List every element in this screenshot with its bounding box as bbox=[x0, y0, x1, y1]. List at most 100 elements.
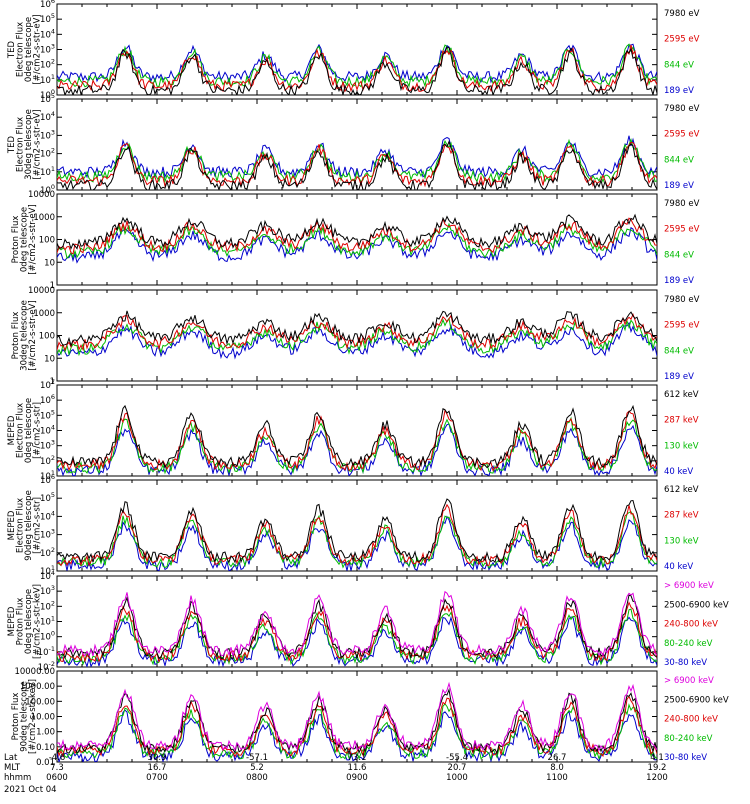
legend-entry: 130 keV bbox=[664, 536, 699, 546]
legend-entry: 2500-6900 keV bbox=[664, 695, 729, 705]
y-tick-exponent: 6 bbox=[51, 0, 55, 5]
y-tick-base: 10 bbox=[40, 61, 51, 71]
legend-entry: 844 eV bbox=[664, 155, 694, 165]
traces bbox=[57, 310, 657, 360]
y-axis-label-line: MEPED bbox=[7, 510, 17, 540]
y-tick-base: 10 bbox=[40, 411, 51, 421]
y-tick-exponent: 0 bbox=[51, 88, 55, 96]
y-tick-exponent: 3 bbox=[51, 584, 55, 592]
traces bbox=[57, 404, 657, 476]
y-tick-label: 101 bbox=[40, 615, 55, 628]
y-tick-base: 10 bbox=[40, 113, 51, 123]
series-line bbox=[57, 416, 657, 475]
y-tick-label: 106 bbox=[40, 0, 55, 10]
y-tick-label: 100 bbox=[40, 88, 55, 101]
x-tick-label-lat: -4.6 bbox=[49, 753, 66, 763]
y-tick-exponent: 5 bbox=[51, 92, 55, 100]
y-tick-label: 100.00 bbox=[25, 697, 55, 707]
legend-entry: 287 keV bbox=[664, 416, 699, 426]
y-tick-exponent: 0 bbox=[51, 183, 55, 191]
traces bbox=[57, 681, 657, 762]
y-tick-exponent: 2 bbox=[51, 58, 55, 66]
y-tick-label: 102 bbox=[40, 546, 55, 559]
y-tick-base: 10 bbox=[40, 472, 51, 482]
legend-entry: 40 keV bbox=[664, 467, 693, 477]
y-tick-base: 10 bbox=[40, 494, 51, 504]
series-line bbox=[57, 226, 657, 264]
legend-entry: 189 eV bbox=[664, 276, 694, 286]
y-tick-exponent: 6 bbox=[51, 473, 55, 481]
series-line bbox=[57, 408, 657, 472]
y-tick-label: 103 bbox=[40, 439, 55, 452]
series-line bbox=[57, 140, 657, 190]
y-tick-exponent: 2 bbox=[51, 546, 55, 554]
series-line bbox=[57, 703, 657, 761]
series-line bbox=[57, 498, 657, 564]
legend-entry: 30-80 keV bbox=[664, 753, 707, 763]
x-tick-label-hhmm: 0900 bbox=[346, 773, 368, 783]
x-tick-label-mlt: 16.7 bbox=[148, 763, 167, 773]
series-line bbox=[57, 222, 657, 260]
legend-entry: 189 eV bbox=[664, 181, 694, 191]
x-row-label: Lat bbox=[4, 753, 18, 763]
y-tick-base: 10 bbox=[40, 186, 51, 196]
series-line bbox=[57, 217, 657, 255]
x-tick-label-lat: -55.4 bbox=[446, 753, 468, 763]
y-tick-base: 10 bbox=[40, 381, 51, 391]
y-tick-base: 10 bbox=[40, 512, 51, 522]
y-axis-label-line: 0deg telescope bbox=[20, 207, 30, 272]
y-axis-label-line: [#/cm2-s-str-keV] bbox=[33, 584, 43, 659]
legend-entry: 844 eV bbox=[664, 60, 694, 70]
series-line bbox=[57, 213, 657, 251]
y-axis-label-line: [#/cm2-s-str-keV] bbox=[28, 679, 38, 754]
y-tick-base: 10 bbox=[40, 168, 51, 178]
legend-entry: 80-240 keV bbox=[664, 734, 713, 744]
y-tick-exponent: 3 bbox=[51, 128, 55, 136]
legend-entry: 189 eV bbox=[664, 86, 694, 96]
y-axis-label-line: 30deg telescope bbox=[20, 300, 30, 371]
x-row-label: hhmm bbox=[4, 773, 31, 783]
y-axis-label-line: 90deg telescope bbox=[24, 490, 34, 561]
y-tick-base: 10 bbox=[38, 648, 49, 658]
y-axis-label-line: [#/cm2-s-str-eV] bbox=[28, 204, 38, 274]
x-tick-label-mlt: 19.2 bbox=[648, 763, 667, 773]
y-axis-label-line: Electron Flux bbox=[16, 117, 26, 172]
y-tick-exponent: 5 bbox=[51, 408, 55, 416]
y-tick-label: 105 bbox=[40, 12, 55, 25]
legend-entry: 2595 eV bbox=[664, 130, 700, 140]
x-tick-label-lat: 4.1 bbox=[650, 753, 664, 763]
y-tick-base: 10 bbox=[40, 30, 51, 40]
y-axis-label-line: Electron Flux bbox=[16, 403, 26, 458]
y-axis-label-line: 90deg telescope bbox=[20, 681, 30, 752]
legend-entry: > 6900 keV bbox=[664, 676, 714, 686]
series-line bbox=[57, 44, 657, 93]
y-tick-label: 10000 bbox=[28, 190, 55, 200]
series-line bbox=[57, 137, 657, 184]
y-tick-base: 10 bbox=[40, 46, 51, 56]
y-tick-label: 105 bbox=[40, 92, 55, 105]
y-tick-label: 100 bbox=[40, 183, 55, 196]
y-tick-label: 100 bbox=[40, 630, 55, 643]
series-line bbox=[57, 46, 657, 95]
x-tick-label-hhmm: 1000 bbox=[446, 773, 468, 783]
y-axis-label-line: TED bbox=[7, 40, 17, 59]
traces bbox=[57, 213, 657, 264]
y-tick-label: 0.01 bbox=[36, 758, 55, 768]
y-tick-label: 103 bbox=[40, 584, 55, 597]
y-tick-exponent: 1 bbox=[51, 165, 55, 173]
legend-entry: 287 keV bbox=[664, 511, 699, 521]
series-line bbox=[57, 681, 657, 753]
y-tick-exponent: 4 bbox=[51, 569, 55, 577]
y-tick-base: 10 bbox=[40, 572, 51, 582]
y-tick-exponent: 2 bbox=[51, 454, 55, 462]
legend-entry: 80-240 keV bbox=[664, 639, 713, 649]
legend-entry: 844 eV bbox=[664, 250, 694, 260]
legend-entry: 7980 eV bbox=[664, 104, 700, 114]
x-tick-label-lat: 30.9 bbox=[148, 753, 167, 763]
legend-entry: 40 keV bbox=[664, 562, 693, 572]
y-tick-base: 10 bbox=[38, 663, 49, 673]
y-axis-label-line: [#/cm2-s-str-eV] bbox=[33, 109, 43, 179]
